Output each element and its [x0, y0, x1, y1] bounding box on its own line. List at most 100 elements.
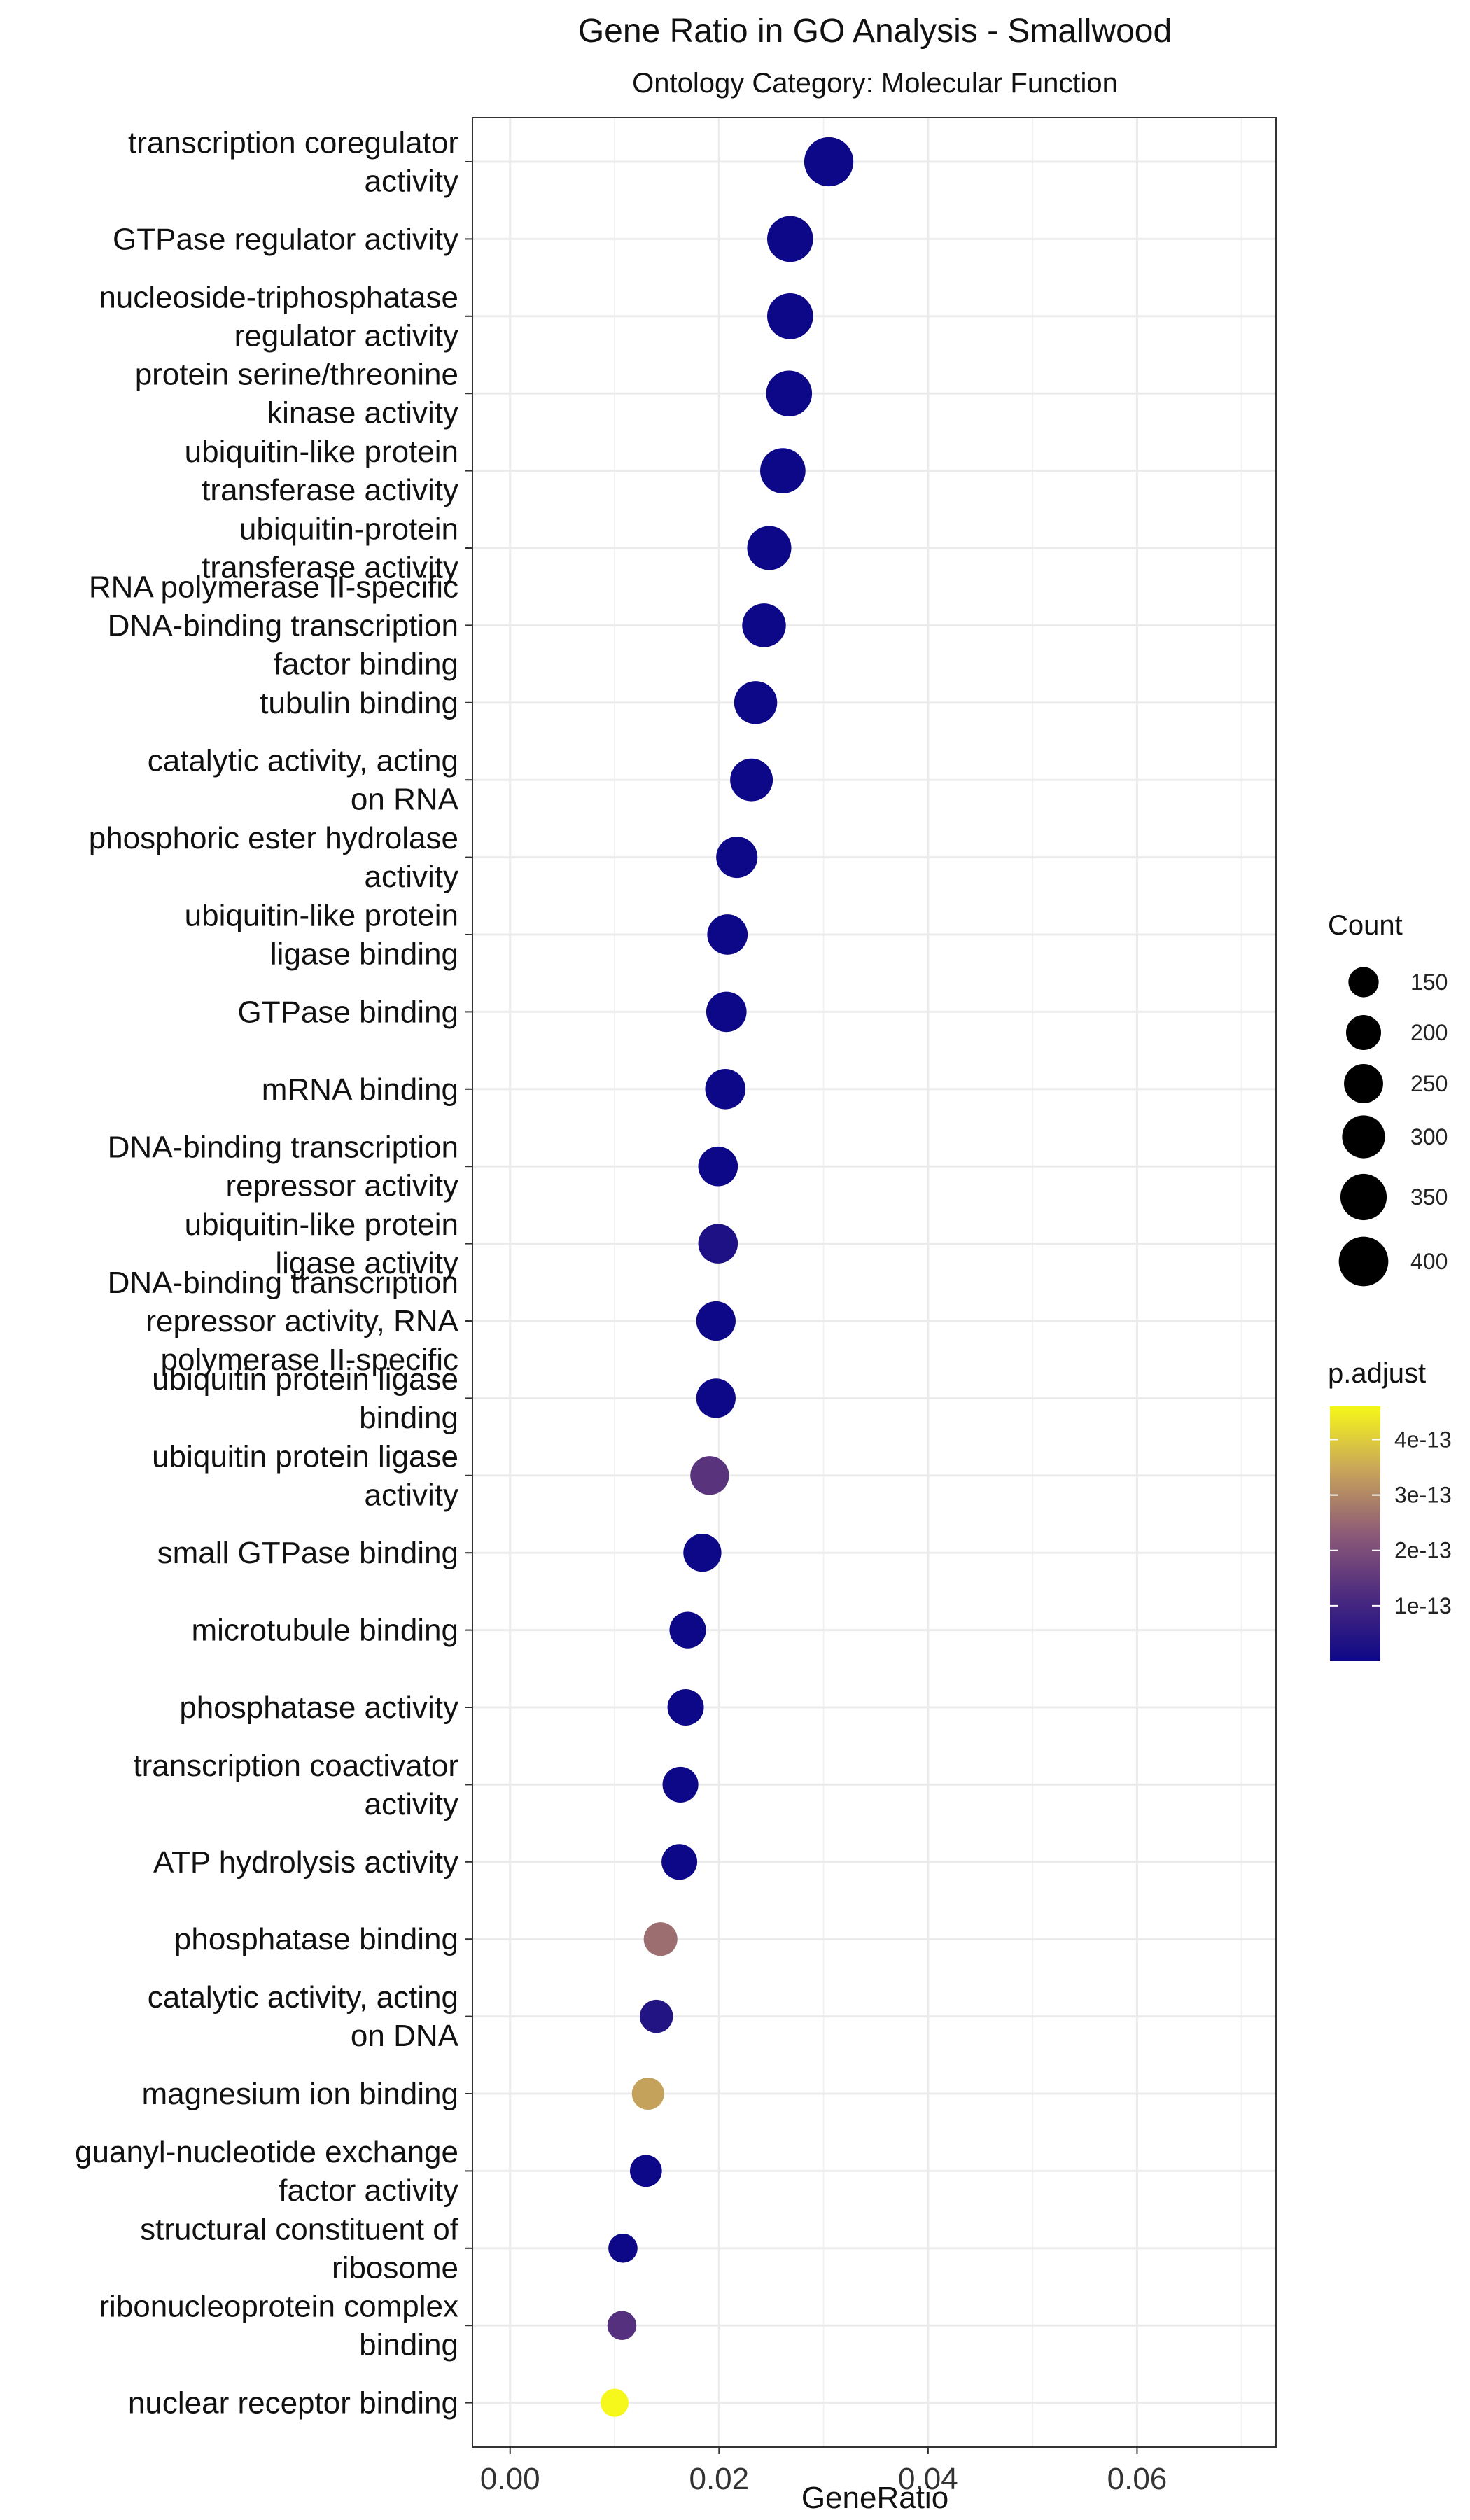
y-tick-label-line: regulator activity [234, 318, 458, 353]
data-point [601, 2388, 629, 2417]
y-tick-label-line: nucleoside-triphosphatase [99, 280, 458, 314]
y-tick-label: nucleoside-triphosphatase regulator activ… [99, 280, 458, 353]
x-tick-label: 0.04 [898, 2462, 958, 2496]
color-legend-label: 1e-13 [1394, 1593, 1452, 1618]
size-legend-key [1346, 1015, 1381, 1050]
data-point [696, 1301, 736, 1341]
chart-title: Gene Ratio in GO Analysis - Smallwood [578, 13, 1172, 50]
y-tick-label: phosphatase activity [179, 1690, 458, 1725]
y-tick-label-line: ribosome [332, 2250, 458, 2285]
size-legend-key [1344, 1064, 1383, 1103]
data-point [662, 1766, 699, 1802]
y-tick-label-line: transferase activity [202, 473, 458, 507]
color-legend-label: 2e-13 [1394, 1538, 1452, 1563]
y-tick-label-line: polymerase II-specific [161, 1343, 458, 1377]
y-tick-label-line: ubiquitin-like protein [185, 435, 458, 469]
y-tick-label-line: ubiquitin-protein [239, 512, 458, 547]
data-point [730, 758, 774, 802]
y-tick-label: mRNA binding [262, 1072, 458, 1107]
plot-points [601, 136, 854, 2417]
y-tick-label-line: activity [365, 860, 458, 894]
y-tick-label-line: structural constituent of [140, 2212, 459, 2246]
y-tick-label-line: transcription coregulator [128, 126, 458, 160]
y-tick-label-line: catalytic activity, acting [148, 744, 458, 778]
size-legend-key [1340, 1173, 1387, 1221]
y-tick-label: GTPase binding [237, 995, 458, 1029]
y-tick-label-line: binding [359, 1401, 458, 1435]
y-tick-label: RNA polymerase II-specific DNA-binding tr… [89, 570, 458, 681]
data-point [747, 526, 792, 570]
data-point [734, 681, 778, 724]
y-tick-label-line: guanyl-nucleotide exchange [75, 2135, 458, 2169]
y-tick-label: phosphatase binding [174, 1922, 458, 1956]
y-tick-label: DNA-binding transcription repressor activ… [108, 1266, 459, 1377]
chart-subtitle: Ontology Category: Molecular Function [632, 68, 1118, 99]
y-tick-label-line: RNA polymerase II-specific [89, 570, 458, 604]
size-legend-label: 250 [1410, 1071, 1448, 1096]
y-tick-label: catalytic activity, acting on DNA [148, 1980, 459, 2053]
y-tick-label-line: binding [359, 2328, 458, 2362]
size-legend-key [1348, 967, 1379, 997]
data-point [690, 1456, 729, 1495]
data-point [669, 1611, 706, 1648]
y-tick-label: small GTPase binding [158, 1536, 458, 1570]
y-tick-label: guanyl-nucleotide exchange factor activit… [75, 2135, 458, 2208]
size-legend-label: 150 [1410, 969, 1448, 995]
y-tick-label: ubiquitin-protein transferase activity [202, 512, 458, 585]
data-point [667, 1689, 704, 1726]
data-point [607, 2311, 637, 2340]
x-tick-label: 0.06 [1107, 2462, 1168, 2496]
y-tick-label: microtubule binding [191, 1614, 458, 1648]
y-tick-label-line: on DNA [351, 2019, 459, 2053]
x-tick-label: 0.02 [689, 2462, 749, 2496]
y-tick-label: ribonucleoprotein complex binding [99, 2290, 458, 2362]
y-tick-label-line: protein serine/threonine [135, 358, 458, 392]
size-legend-label: 300 [1410, 1124, 1448, 1149]
y-tick-label-line: activity [365, 1478, 458, 1512]
data-point [608, 2233, 638, 2263]
y-tick-label-line: transferase activity [202, 551, 458, 585]
y-tick-label-line: phosphatase binding [174, 1922, 458, 1956]
y-tick-label-line: phosphatase activity [179, 1690, 458, 1725]
color-legend-label: 4e-13 [1394, 1427, 1452, 1452]
y-tick-label-line: factor binding [274, 647, 458, 681]
data-point [760, 448, 806, 493]
size-legend-key [1338, 1236, 1389, 1287]
y-tick-label-line: DNA-binding transcription [108, 1266, 458, 1300]
data-point [698, 1146, 738, 1186]
y-tick-label-line: GTPase binding [237, 995, 458, 1029]
y-tick-label-line: ubiquitin protein ligase [152, 1439, 458, 1474]
y-tick-label: structural constituent of ribosome [140, 2212, 459, 2285]
y-tick-label: ubiquitin-like protein ligase binding [185, 899, 458, 972]
y-tick-label-line: mRNA binding [262, 1072, 458, 1107]
y-tick-label: ubiquitin-like protein transferase activi… [185, 435, 458, 507]
size-legend-label: 350 [1410, 1184, 1448, 1210]
y-tick-label-line: nuclear receptor binding [128, 2386, 458, 2421]
data-point [705, 1069, 746, 1110]
color-legend: p.adjust 1e-13 2e-13 3e-13 4e-13 [1328, 1358, 1452, 1661]
y-tick-label-line: small GTPase binding [158, 1536, 458, 1570]
y-axis: transcription coregulator activity GTPase … [75, 126, 472, 2421]
data-point [716, 836, 758, 878]
y-tick-label-line: factor activity [279, 2174, 458, 2208]
y-tick-label: ATP hydrolysis activity [153, 1845, 458, 1879]
x-tick-label: 0.00 [480, 2462, 540, 2496]
y-tick-label-line: activity [365, 164, 458, 199]
y-tick-label: ubiquitin-like protein ligase activity [185, 1208, 458, 1280]
data-point [766, 216, 813, 262]
data-point [683, 1534, 722, 1572]
data-point [643, 1922, 678, 1956]
data-point [640, 1999, 673, 2033]
y-tick-label-line: transcription coactivator [133, 1749, 458, 1783]
data-point [766, 293, 813, 340]
y-tick-label-line: tubulin binding [260, 686, 458, 720]
y-tick-label: DNA-binding transcription repressor activ… [108, 1130, 458, 1203]
y-tick-label-line: activity [365, 1787, 458, 1821]
y-tick-label: GTPase regulator activity [113, 222, 458, 256]
y-tick-label-line: microtubule binding [191, 1614, 458, 1648]
y-tick-label-line: repressor activity, RNA [146, 1304, 458, 1338]
y-tick-label: ubiquitin protein ligase binding [152, 1362, 458, 1435]
y-tick-label-line: ubiquitin-like protein [185, 1208, 458, 1242]
size-legend-key [1342, 1115, 1385, 1158]
